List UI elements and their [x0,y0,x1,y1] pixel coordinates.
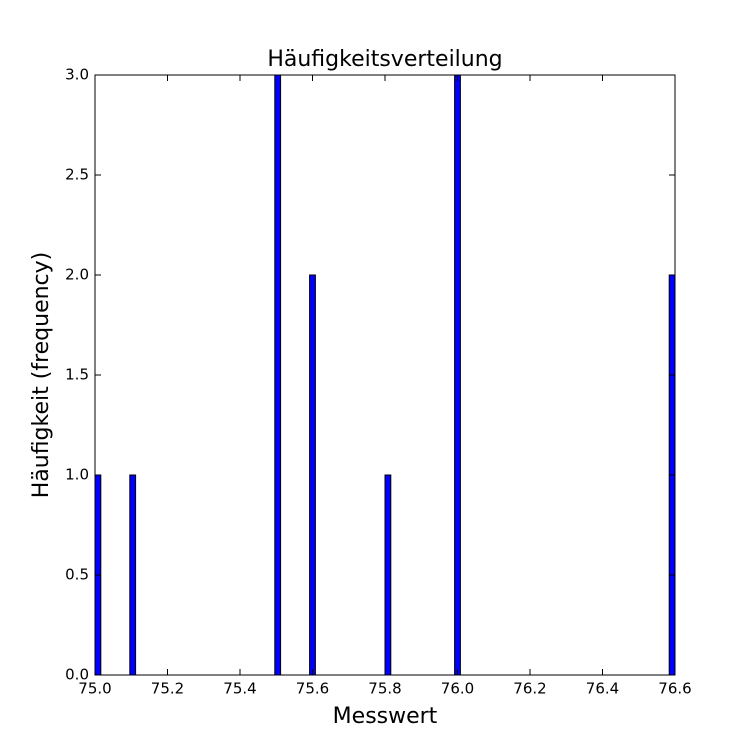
x-tick-label: 76.6 [658,680,691,698]
x-tick-label: 76.4 [586,680,619,698]
x-tick-label: 75.4 [223,680,256,698]
y-tick-label: 1.0 [65,466,89,484]
x-tick-label: 76.2 [513,680,546,698]
bar [274,74,282,676]
y-tick-label: 0.5 [65,566,89,584]
y-tick-label: 0.0 [65,666,89,684]
y-tick-label: 3.0 [65,66,89,84]
x-tick-label: 75.2 [151,680,184,698]
bar [129,474,137,676]
bar [454,74,461,676]
chart-title: Häufigkeitsverteilung [267,47,502,72]
x-tick-label: 75.0 [78,680,111,698]
x-tick-label: 75.6 [296,680,329,698]
bar [309,274,316,676]
y-tick-label: 1.5 [65,366,89,384]
y-axis-label: Häufigkeit (frequency) [29,252,54,499]
x-tick-label: 76.0 [441,680,474,698]
x-axis-label: Messwert [333,704,438,729]
x-tick-label: 75.8 [368,680,401,698]
y-tick-label: 2.0 [65,266,89,284]
bar [384,474,392,676]
y-tick-label: 2.5 [65,166,89,184]
